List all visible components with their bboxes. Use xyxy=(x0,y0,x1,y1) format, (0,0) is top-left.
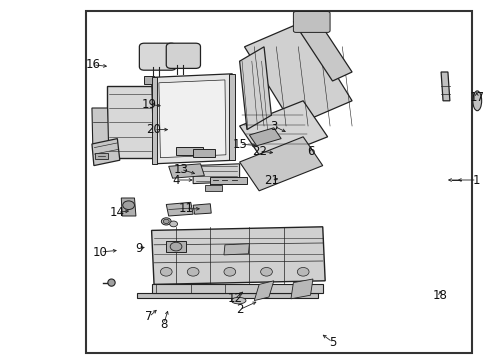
Polygon shape xyxy=(159,80,225,158)
Text: 12: 12 xyxy=(227,292,242,305)
Polygon shape xyxy=(239,47,271,130)
Circle shape xyxy=(297,267,308,276)
Text: 8: 8 xyxy=(160,318,167,330)
Bar xyxy=(151,77,157,164)
Polygon shape xyxy=(193,204,211,214)
Bar xyxy=(144,76,154,84)
Polygon shape xyxy=(239,101,327,162)
Text: 22: 22 xyxy=(251,145,266,158)
FancyBboxPatch shape xyxy=(139,43,176,70)
Bar xyxy=(151,284,322,293)
Text: 1: 1 xyxy=(472,174,480,186)
FancyBboxPatch shape xyxy=(166,43,200,68)
Circle shape xyxy=(260,267,272,276)
Circle shape xyxy=(170,242,182,251)
Polygon shape xyxy=(151,227,325,284)
Polygon shape xyxy=(293,13,351,81)
Text: 19: 19 xyxy=(142,98,156,111)
Polygon shape xyxy=(254,281,273,301)
Bar xyxy=(176,147,203,155)
Text: 10: 10 xyxy=(93,246,107,258)
Text: 14: 14 xyxy=(110,206,124,219)
Circle shape xyxy=(163,219,169,224)
Polygon shape xyxy=(151,74,234,164)
Polygon shape xyxy=(121,198,136,216)
Text: 21: 21 xyxy=(264,174,278,186)
Circle shape xyxy=(187,267,199,276)
Ellipse shape xyxy=(107,279,115,286)
Bar xyxy=(228,74,234,160)
Bar xyxy=(85,11,471,353)
Polygon shape xyxy=(249,128,281,146)
Polygon shape xyxy=(166,202,193,216)
Bar xyxy=(137,293,317,298)
Polygon shape xyxy=(224,244,249,255)
Text: 6: 6 xyxy=(306,145,314,158)
Ellipse shape xyxy=(231,297,245,304)
Text: 3: 3 xyxy=(269,120,277,132)
Text: 7: 7 xyxy=(145,310,153,323)
Text: 2: 2 xyxy=(235,303,243,316)
Bar xyxy=(210,177,246,184)
Circle shape xyxy=(160,267,172,276)
Bar xyxy=(193,149,215,157)
Text: 4: 4 xyxy=(172,174,180,186)
Circle shape xyxy=(161,218,171,225)
Polygon shape xyxy=(92,139,120,166)
Text: 17: 17 xyxy=(468,91,483,104)
FancyBboxPatch shape xyxy=(293,12,329,32)
Polygon shape xyxy=(92,108,108,151)
Text: 13: 13 xyxy=(173,163,188,176)
Text: 11: 11 xyxy=(178,202,193,215)
Polygon shape xyxy=(239,137,322,191)
Polygon shape xyxy=(244,22,351,126)
Text: 16: 16 xyxy=(85,58,100,71)
Circle shape xyxy=(122,201,134,210)
Text: 15: 15 xyxy=(232,138,246,150)
Circle shape xyxy=(224,267,235,276)
Polygon shape xyxy=(440,72,449,101)
Text: 9: 9 xyxy=(135,242,143,255)
Bar xyxy=(166,241,185,252)
Polygon shape xyxy=(193,164,239,184)
Bar xyxy=(106,86,153,158)
Text: 20: 20 xyxy=(146,123,161,136)
Text: 18: 18 xyxy=(432,289,447,302)
Text: 5: 5 xyxy=(328,336,336,348)
Bar xyxy=(95,153,107,159)
Polygon shape xyxy=(290,279,312,299)
Bar xyxy=(205,185,222,191)
Ellipse shape xyxy=(472,91,481,111)
Circle shape xyxy=(169,221,177,227)
Polygon shape xyxy=(168,164,204,178)
